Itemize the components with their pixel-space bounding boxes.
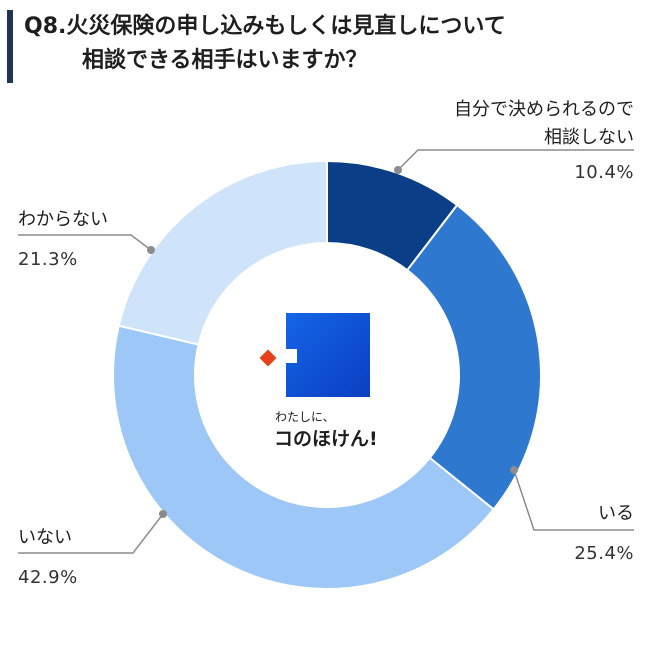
label-yes: いる: [598, 503, 634, 524]
chart-title-line-1: Q8.火災保険の申し込みもしくは見直しについて: [24, 14, 506, 39]
leader-dont-know-dot: [147, 246, 155, 254]
label-self-decide-line-2: 相談しない: [544, 127, 634, 148]
label-no: いない: [18, 527, 72, 548]
leader-no-dot: [159, 510, 167, 518]
pct-self-decide: 10.4%: [574, 162, 634, 183]
leader-yes: [513, 469, 634, 531]
leader-yes-dot: [510, 466, 518, 474]
pct-no: 42.9%: [18, 567, 78, 588]
chart-title: Q8.火災保険の申し込みもしくは見直しについて 相談できる相手はいますか？: [24, 10, 644, 78]
label-self-decide: 自分で決められるので 相談しない: [454, 96, 634, 152]
leader-self-decide: [397, 149, 634, 171]
chart-title-line-2: 相談できる相手はいますか？: [82, 48, 368, 73]
leader-no: [18, 513, 164, 554]
pct-yes: 25.4%: [574, 543, 634, 564]
title-accent-bar: [7, 10, 13, 83]
logo-mark-notch: [280, 349, 297, 363]
logo-tagline: わたしに、: [275, 410, 335, 424]
slice-yes: [405, 203, 542, 511]
label-dont-know: わからない: [18, 209, 108, 230]
leader-dont-know: [18, 234, 152, 251]
label-self-decide-line-1: 自分で決められるので: [454, 99, 634, 120]
logo-mark-square: [286, 313, 370, 397]
leader-self-decide-dot: [394, 166, 402, 174]
pct-dont-know: 21.3%: [18, 249, 78, 270]
slice-no: [112, 324, 495, 590]
logo-name: コのほけん!: [274, 428, 378, 450]
